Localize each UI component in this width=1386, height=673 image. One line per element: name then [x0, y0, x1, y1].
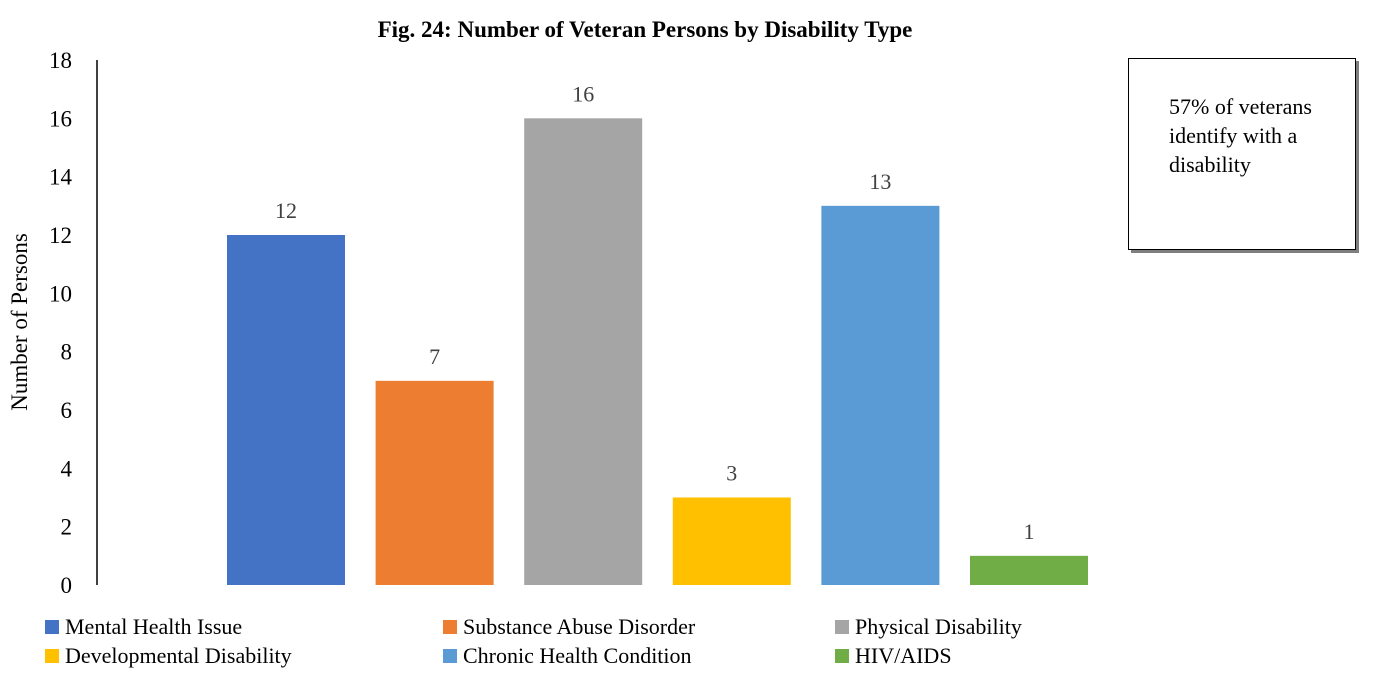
legend-label: Chronic Health Condition — [463, 643, 692, 668]
legend-label: Developmental Disability — [65, 643, 292, 668]
legend-label: Physical Disability — [855, 614, 1022, 639]
legend-swatch — [443, 649, 457, 663]
bar — [524, 118, 643, 585]
legend-item: Physical Disability — [835, 612, 1022, 641]
legend-swatch — [45, 620, 59, 634]
y-tick-label: 12 — [49, 223, 72, 248]
annotation-callout: 57% of veterans identify with a disabili… — [1128, 58, 1356, 250]
legend-item: Substance Abuse Disorder — [443, 612, 695, 641]
bar — [672, 497, 791, 585]
y-tick-label: 4 — [61, 456, 73, 481]
legend-label: Substance Abuse Disorder — [463, 614, 696, 639]
y-tick-label: 6 — [61, 398, 73, 423]
y-axis-ticks: 0 2 4 6 8 10 12 14 16 18 — [49, 48, 73, 598]
legend-item: Developmental Disability — [45, 641, 292, 670]
bars — [227, 118, 1088, 586]
y-tick-label: 18 — [49, 48, 72, 73]
annotation-text: 57% of veterans identify with a disabili… — [1169, 94, 1312, 177]
chart-title: Fig. 24: Number of Veteran Persons by Di… — [377, 17, 913, 42]
data-label: 3 — [726, 461, 737, 486]
y-tick-label: 14 — [49, 165, 73, 190]
data-label: 13 — [869, 169, 891, 194]
data-label: 16 — [572, 81, 594, 106]
bar — [821, 205, 940, 586]
y-tick-label: 16 — [49, 106, 72, 131]
legend-label: Mental Health Issue — [65, 614, 243, 639]
data-label: 12 — [275, 198, 297, 223]
bar — [227, 235, 345, 585]
legend-label: HIV/AIDS — [855, 643, 952, 668]
legend-swatch — [45, 649, 59, 663]
data-label: 1 — [1024, 519, 1035, 544]
legend-swatch — [835, 649, 849, 663]
legend-item: HIV/AIDS — [835, 641, 952, 670]
y-tick-label: 8 — [61, 340, 73, 365]
legend-item: Chronic Health Condition — [443, 641, 692, 670]
legend-swatch — [835, 620, 849, 634]
y-tick-label: 10 — [49, 281, 72, 306]
legend-swatch — [443, 620, 457, 634]
data-label: 7 — [429, 344, 440, 369]
legend-item: Mental Health Issue — [45, 612, 242, 641]
data-labels: 12 7 16 3 13 1 — [275, 81, 1035, 543]
y-tick-label: 0 — [61, 573, 73, 598]
bar — [375, 380, 494, 585]
bar — [970, 555, 1088, 585]
y-tick-label: 2 — [61, 515, 73, 540]
